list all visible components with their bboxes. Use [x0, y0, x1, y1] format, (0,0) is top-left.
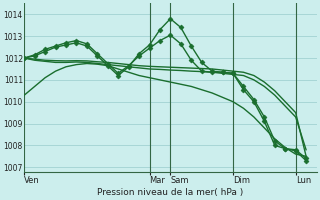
X-axis label: Pression niveau de la mer( hPa ): Pression niveau de la mer( hPa ) [97, 188, 244, 197]
